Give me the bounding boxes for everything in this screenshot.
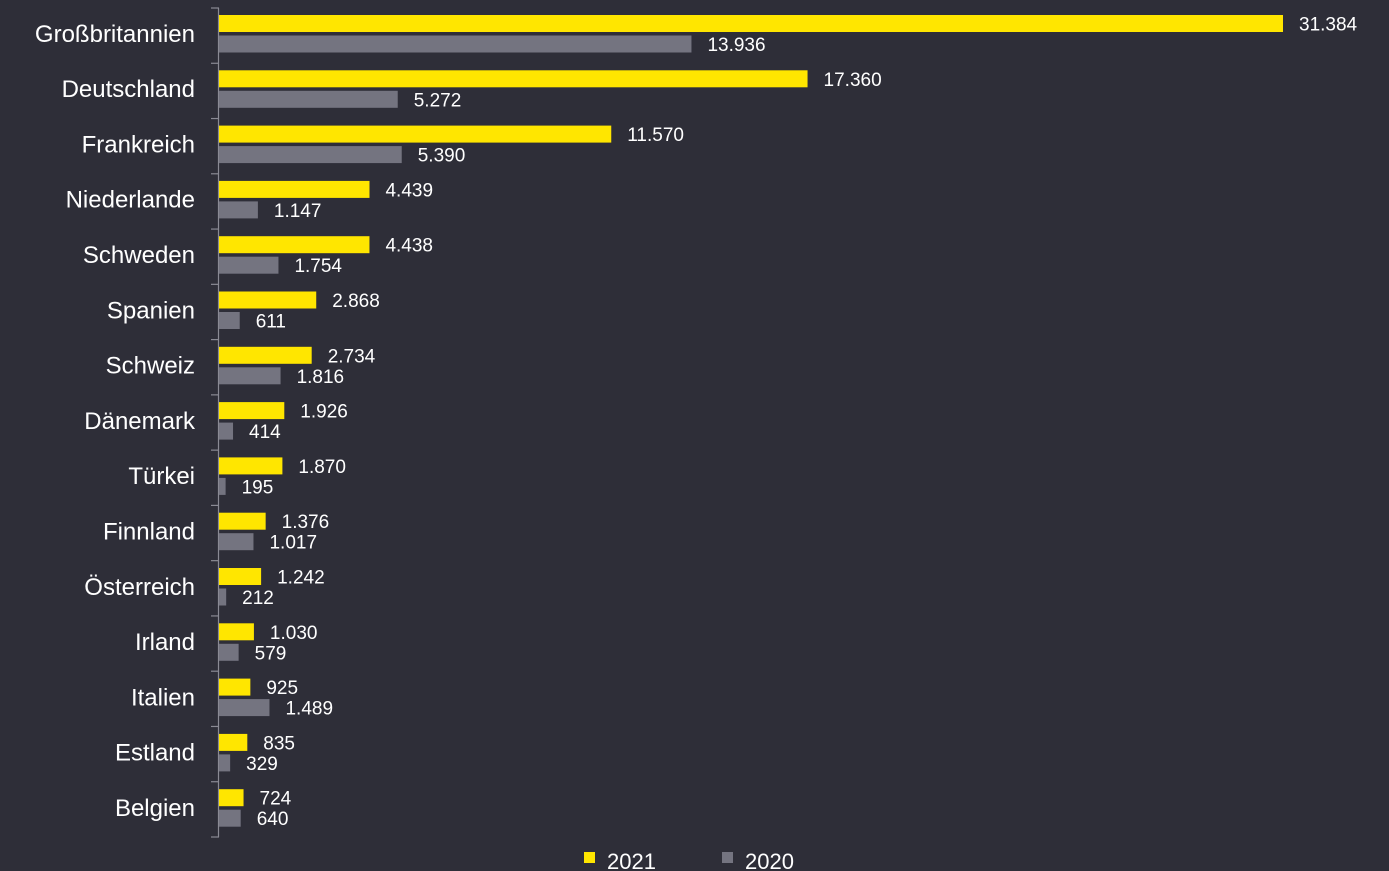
bar-2020-niederlande: [219, 201, 258, 219]
bar-2021-belgien: [219, 789, 244, 807]
category-label-grossbritannien: Großbritannien: [35, 21, 195, 48]
category-label-schweden: Schweden: [83, 242, 195, 269]
legend-label-2020: 2020: [745, 849, 794, 871]
bar-2020-italien: [219, 699, 270, 717]
value-label-2021-niederlande: 4.439: [385, 180, 433, 201]
bar-2020-frankreich: [219, 146, 402, 164]
value-label-2020-estland: 329: [246, 754, 278, 775]
category-label-oesterreich: Österreich: [84, 574, 195, 601]
value-label-2021-grossbritannien: 31.384: [1299, 15, 1358, 36]
value-label-2021-daenemark: 1.926: [300, 402, 348, 423]
value-label-2021-schweiz: 2.734: [328, 346, 376, 367]
value-label-2021-oesterreich: 1.242: [277, 568, 325, 589]
bar-2021-tuerkei: [219, 457, 283, 475]
bar-2021-frankreich: [219, 125, 612, 143]
bar-2021-schweden: [219, 236, 370, 254]
bar-2021-daenemark: [219, 402, 285, 420]
bar-2021-niederlande: [219, 180, 370, 198]
legend: 2021 2020: [584, 849, 794, 871]
category-label-finnland: Finnland: [103, 518, 195, 545]
value-label-2021-tuerkei: 1.870: [298, 457, 346, 478]
legend-swatch-2021: [584, 852, 595, 863]
bar-2020-daenemark: [219, 422, 234, 440]
value-label-2020-daenemark: 414: [249, 422, 281, 443]
bar-2020-estland: [219, 754, 231, 772]
bar-2021-spanien: [219, 291, 317, 309]
category-label-spanien: Spanien: [107, 297, 195, 324]
category-axis: [211, 7, 220, 838]
bar-2021-irland: [219, 623, 254, 641]
value-label-2020-schweden: 1.754: [294, 256, 342, 277]
value-labels: 31.384 13.936 17.360 5.272 11.570 5.390 4.439 1…: [242, 15, 1358, 831]
bars: [219, 15, 1283, 827]
value-label-2020-schweiz: 1.816: [297, 367, 345, 388]
value-label-2020-oesterreich: 212: [242, 588, 274, 609]
bar-2020-tuerkei: [219, 477, 226, 495]
category-label-daenemark: Dänemark: [84, 408, 196, 435]
legend-swatch-2020: [722, 852, 733, 863]
bar-2020-finnland: [219, 533, 254, 551]
legend-label-2021: 2021: [607, 849, 656, 871]
value-label-2020-spanien: 611: [256, 312, 286, 333]
bar-2021-estland: [219, 733, 248, 751]
value-label-2021-schweden: 4.438: [385, 236, 433, 257]
bar-2021-finnland: [219, 512, 266, 530]
value-label-2020-belgien: 640: [257, 809, 289, 830]
bar-2020-grossbritannien: [219, 35, 692, 53]
bar-2020-schweiz: [219, 367, 281, 385]
bar-2021-oesterreich: [219, 568, 262, 585]
value-label-2020-deutschland: 5.272: [414, 90, 462, 111]
value-label-2020-grossbritannien: 13.936: [707, 35, 765, 56]
bar-2021-italien: [219, 678, 251, 696]
category-label-deutschland: Deutschland: [62, 76, 195, 103]
bar-2021-grossbritannien: [219, 15, 1283, 32]
value-label-2021-italien: 925: [266, 678, 298, 699]
value-label-2021-finnland: 1.376: [282, 512, 330, 533]
bar-2021-schweiz: [219, 346, 312, 364]
bar-2020-deutschland: [219, 90, 398, 108]
value-label-2021-belgien: 724: [260, 789, 292, 810]
value-label-2020-finnland: 1.017: [269, 533, 317, 554]
bar-2021-deutschland: [219, 70, 808, 88]
value-label-2021-spanien: 2.868: [332, 291, 380, 312]
bar-2020-spanien: [219, 312, 240, 329]
category-label-irland: Irland: [135, 629, 195, 656]
value-label-2020-italien: 1.489: [285, 699, 333, 720]
category-label-frankreich: Frankreich: [82, 131, 195, 158]
bar-2020-schweden: [219, 256, 279, 274]
value-label-2021-irland: 1.030: [270, 623, 318, 644]
value-label-2020-tuerkei: 195: [242, 477, 274, 498]
value-label-2021-deutschland: 17.360: [824, 70, 882, 91]
bar-2020-oesterreich: [219, 588, 227, 606]
value-label-2020-irland: 579: [255, 643, 287, 664]
category-label-belgien: Belgien: [115, 795, 195, 822]
bar-2020-irland: [219, 643, 239, 661]
category-label-niederlande: Niederlande: [66, 187, 195, 214]
category-label-schweiz: Schweiz: [106, 353, 195, 380]
category-label-tuerkei: Türkei: [128, 463, 195, 490]
value-label-2020-frankreich: 5.390: [418, 146, 466, 167]
value-label-2020-niederlande: 1.147: [274, 201, 322, 222]
bar-2020-belgien: [219, 809, 241, 827]
category-labels: Großbritannien Deutschland Frankreich Niede…: [35, 21, 196, 822]
category-label-estland: Estland: [115, 740, 195, 767]
value-label-2021-estland: 835: [263, 733, 295, 754]
category-label-italien: Italien: [131, 684, 195, 711]
value-label-2021-frankreich: 11.570: [627, 125, 684, 146]
